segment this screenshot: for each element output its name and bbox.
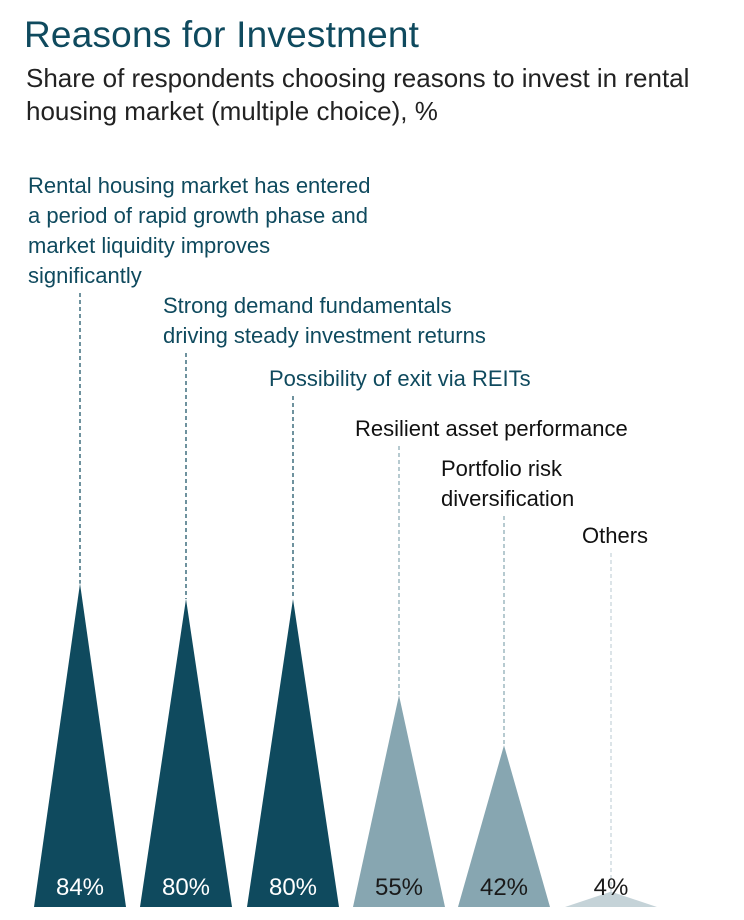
category-label-line: Rental housing market has entered bbox=[28, 173, 370, 198]
triangle-bar bbox=[34, 583, 126, 907]
value-label: 80% bbox=[162, 874, 210, 901]
category-label-line: Others bbox=[582, 523, 648, 548]
category-label: Strong demand fundamentals driving steady… bbox=[163, 293, 486, 348]
value-label: 84% bbox=[56, 874, 104, 901]
category-label: Possibility of exit via REITs bbox=[269, 366, 531, 391]
value-label: 80% bbox=[269, 874, 317, 901]
chart-subtitle: Share of respondents choosing reasons to… bbox=[26, 63, 690, 126]
category-label-line: significantly bbox=[28, 263, 142, 288]
category-labels: Rental housing market has entered a perio… bbox=[28, 173, 648, 548]
triangle-bar bbox=[140, 599, 232, 907]
value-label: 55% bbox=[375, 874, 423, 901]
category-label: Rental housing market has entered a perio… bbox=[28, 173, 370, 288]
category-label: Others bbox=[582, 523, 648, 548]
category-label: Resilient asset performance bbox=[355, 416, 628, 441]
value-label: 42% bbox=[480, 874, 528, 901]
category-label-line: Strong demand fundamentals bbox=[163, 293, 452, 318]
category-label-line: driving steady investment returns bbox=[163, 323, 486, 348]
category-label: Portfolio risk diversification bbox=[441, 456, 574, 511]
chart-title: Reasons for Investment bbox=[24, 14, 420, 55]
triangle-bar bbox=[565, 891, 657, 907]
triangle-bar bbox=[458, 745, 550, 907]
leader-lines bbox=[79, 293, 612, 892]
triangle-bar bbox=[247, 599, 339, 907]
category-label-line: Portfolio risk bbox=[441, 456, 563, 481]
value-label: 4% bbox=[594, 874, 629, 901]
category-label-line: Possibility of exit via REITs bbox=[269, 366, 531, 391]
category-label-line: Resilient asset performance bbox=[355, 416, 628, 441]
bar-series bbox=[34, 583, 657, 907]
category-label-line: a period of rapid growth phase and bbox=[28, 203, 368, 228]
category-label-line: market liquidity improves bbox=[28, 233, 270, 258]
category-label-line: diversification bbox=[441, 486, 574, 511]
value-labels: 84% 80% 80% 55% 42% 4% bbox=[56, 874, 628, 901]
triangle-bar bbox=[353, 695, 445, 907]
